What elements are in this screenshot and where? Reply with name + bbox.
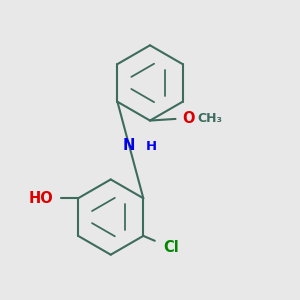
- Text: N: N: [123, 138, 135, 153]
- Text: Cl: Cl: [163, 240, 179, 255]
- Text: CH₃: CH₃: [197, 112, 222, 125]
- Text: O: O: [182, 111, 195, 126]
- Text: HO: HO: [29, 191, 54, 206]
- Text: H: H: [146, 140, 157, 153]
